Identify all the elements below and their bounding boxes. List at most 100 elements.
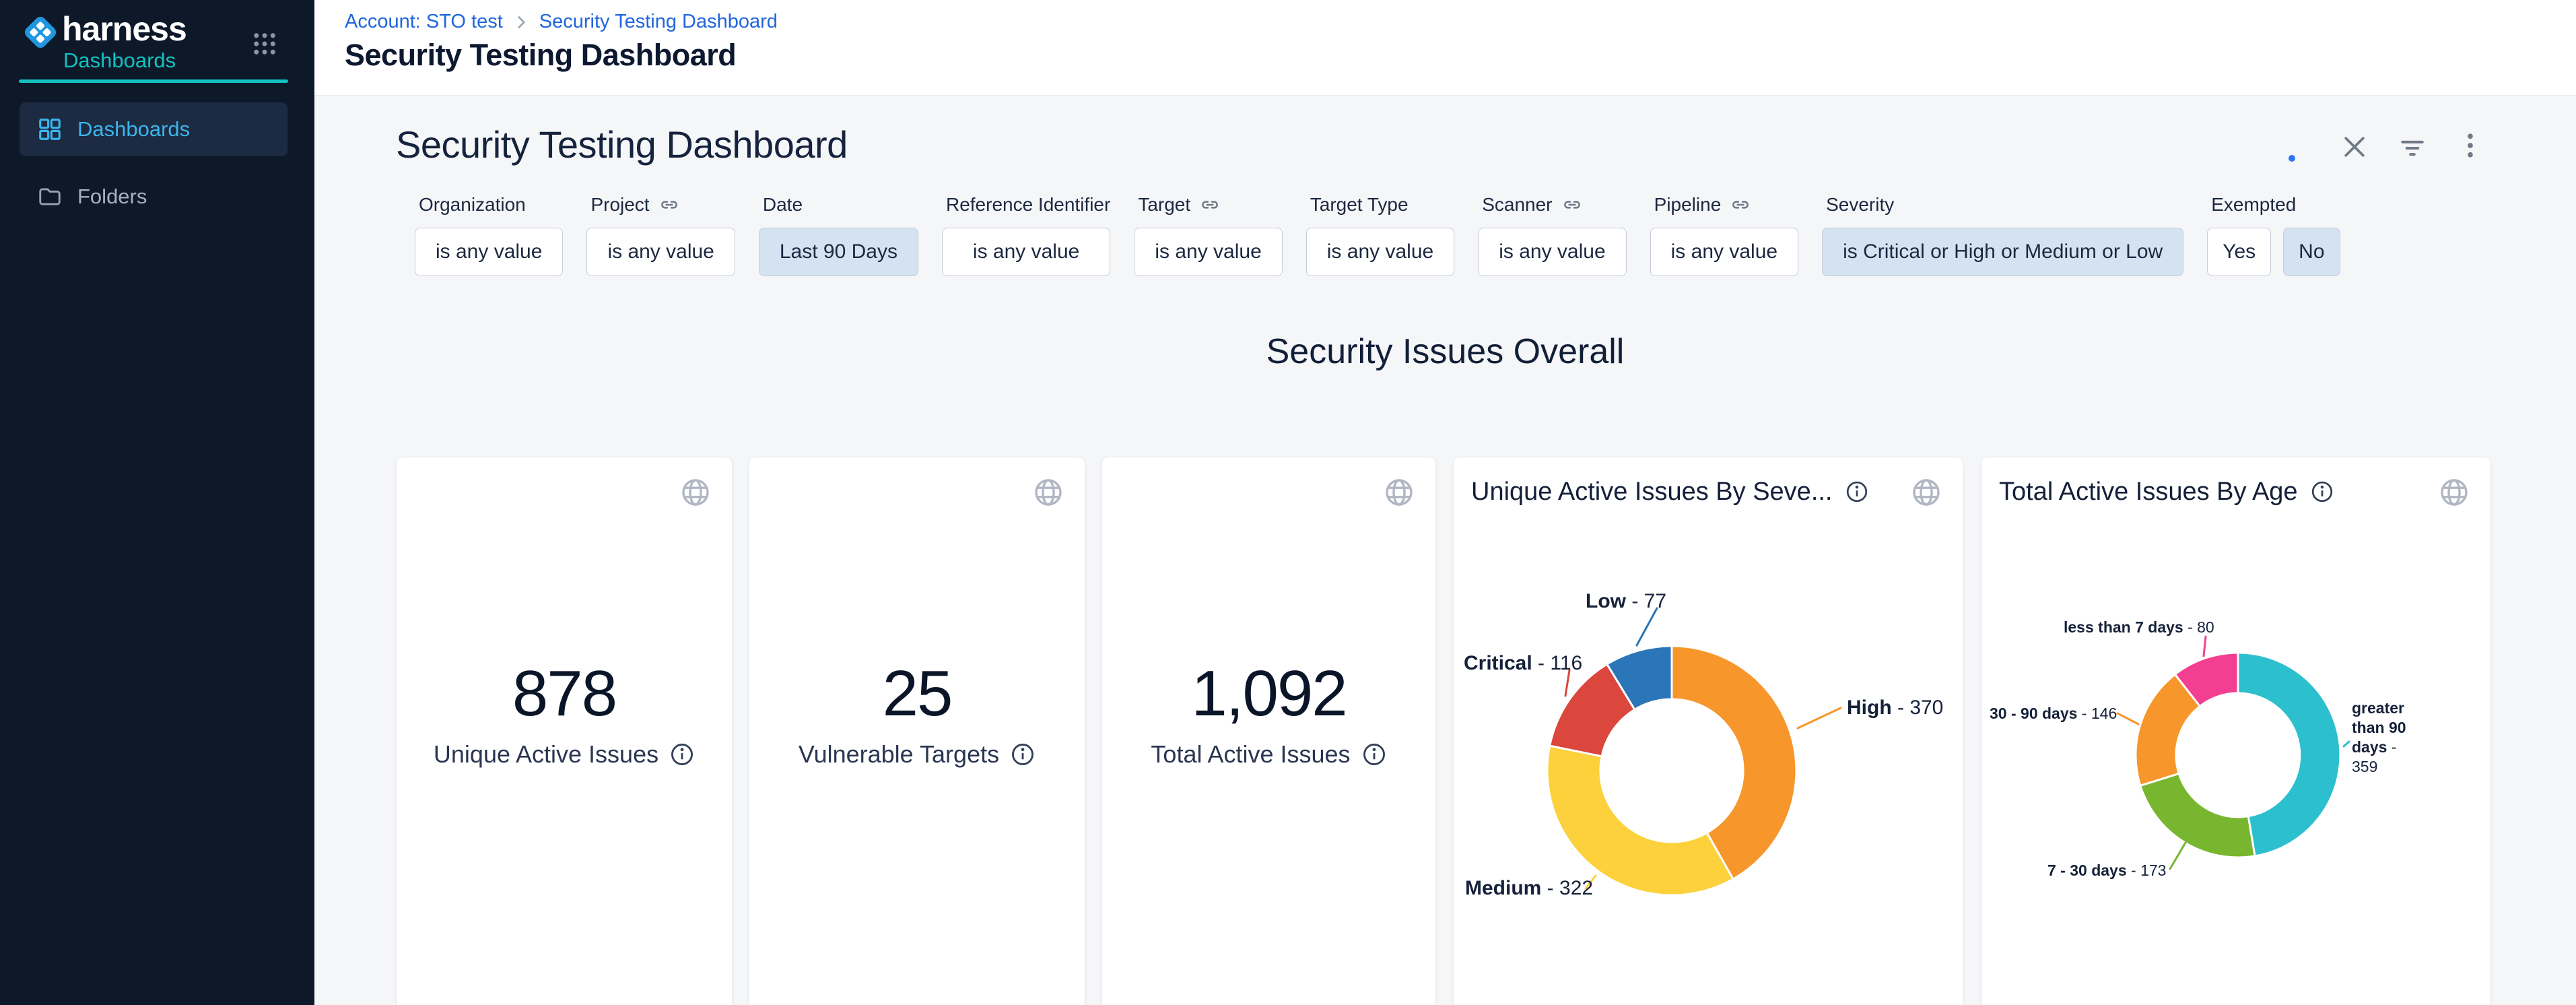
folder-icon xyxy=(39,188,61,205)
link-icon xyxy=(659,195,679,215)
callout-leader-greater-than-90-days xyxy=(2342,740,2350,748)
filter-label: Date xyxy=(762,194,803,215)
globe-icon[interactable] xyxy=(1383,476,1415,509)
more-options-button[interactable] xyxy=(2455,131,2485,160)
info-icon[interactable] xyxy=(1361,742,1387,767)
filter-organization: Organization is any value xyxy=(415,193,564,276)
info-icon[interactable] xyxy=(1845,480,1870,505)
callout-leader-medium xyxy=(1584,874,1597,890)
donut-chart-age: greater than 90 days - 359 7 - 30 days - … xyxy=(1981,457,2492,1005)
link-icon xyxy=(1562,195,1582,215)
donut-slice-less-than-7-days[interactable] xyxy=(2173,651,2239,708)
kebab-menu-icon xyxy=(2468,133,2473,158)
sidebar-item-folders[interactable]: Folders xyxy=(20,170,287,224)
filter-value-pipeline[interactable]: is any value xyxy=(1650,228,1799,276)
chart-callout-30-90-days: 30 - 90 days - 146 xyxy=(1990,705,2117,722)
chart-callout-greater-than-90-days: greater than 90 days - 359 xyxy=(2352,699,2406,775)
filter-value-scanner[interactable]: is any value xyxy=(1478,228,1627,276)
globe-icon[interactable] xyxy=(679,476,712,509)
stat-label: Unique Active Issues xyxy=(433,740,659,768)
info-icon[interactable] xyxy=(1010,742,1036,767)
stat-value: 25 xyxy=(882,657,953,730)
link-icon xyxy=(1200,195,1220,215)
filter-target-type: Target Type is any value xyxy=(1306,193,1455,276)
stat-card-unique-active-issues: 878 Unique Active Issues xyxy=(396,457,733,1005)
filter-value-target-type[interactable]: is any value xyxy=(1306,228,1455,276)
exempted-toggle: Yes No xyxy=(2207,228,2340,276)
breadcrumb-page-link[interactable]: Security Testing Dashboard xyxy=(539,11,778,32)
sidebar-item-label: Dashboards xyxy=(77,117,191,141)
chart-callout-7-30-days: 7 - 30 days - 173 xyxy=(2047,862,2167,879)
chart-title: Total Active Issues By Age xyxy=(1999,478,2298,506)
filter-scanner: Scanner is any value xyxy=(1478,193,1627,276)
filter-label: Project xyxy=(590,193,735,217)
cursor-dot xyxy=(2289,155,2295,162)
filter-label: Exempted xyxy=(2211,194,2297,215)
filter-label: Reference Identifier xyxy=(945,194,1111,215)
product-name: Dashboards xyxy=(63,48,176,72)
chart-callout-medium: Medium - 322 xyxy=(1465,877,1594,899)
callout-leader-low xyxy=(1635,607,1658,647)
filter-exempted: Exempted Yes No xyxy=(2207,193,2340,276)
filter-label: Pipeline xyxy=(1654,193,1798,217)
filters-row: Organization is any value Project is any va… xyxy=(415,193,2340,276)
chart-callout-critical: Critical - 116 xyxy=(1464,652,1583,674)
donut-slice-greater-than-90-days[interactable] xyxy=(2237,651,2342,857)
filter-severity: Severity is Critical or High or Medium or… xyxy=(1822,193,2184,276)
sidebar: harness Dashboards Dashboards Folders xyxy=(0,0,314,1005)
callout-leader-high xyxy=(1796,707,1842,730)
filter-icon xyxy=(2401,140,2424,156)
chart-title: Unique Active Issues By Seve... xyxy=(1471,478,1833,506)
stat-label: Total Active Issues xyxy=(1151,740,1351,768)
filter-project: Project is any value xyxy=(586,193,735,276)
dashboard-title: Security Testing Dashboard xyxy=(396,123,848,166)
filter-value-organization[interactable]: is any value xyxy=(415,228,564,276)
filter-value-date[interactable]: Last 90 Days xyxy=(758,228,918,276)
chevron-right-icon xyxy=(518,15,525,28)
topbar: Account: STO test Security Testing Dashb… xyxy=(314,0,2576,96)
stat-card-total-active-issues: 1,092 Total Active Issues xyxy=(1101,457,1436,1005)
breadcrumb-account-link[interactable]: Account: STO test xyxy=(345,11,503,32)
filter-label: Organization xyxy=(419,194,526,215)
filter-value-severity[interactable]: is Critical or High or Medium or Low xyxy=(1822,228,2184,276)
globe-icon[interactable] xyxy=(1910,476,1942,509)
close-icon xyxy=(2344,137,2365,157)
filter-reference-identifier: Reference Identifier is any value xyxy=(941,193,1111,276)
dashboard-content: Security Testing Dashboard Organization i… xyxy=(314,96,2576,1005)
dashboards-icon xyxy=(39,119,61,140)
chart-card-issues-by-age: Total Active Issues By Age greater than … xyxy=(1981,457,2491,1005)
section-title: Security Issues Overall xyxy=(1266,332,1625,371)
info-icon[interactable] xyxy=(2310,480,2336,505)
globe-icon[interactable] xyxy=(1032,476,1064,509)
chart-callout-high: High - 370 xyxy=(1847,696,1944,719)
filter-target: Target is any value xyxy=(1134,193,1283,276)
callout-leader-critical xyxy=(1564,669,1571,697)
filter-value-reference-identifier[interactable]: is any value xyxy=(941,228,1111,276)
sidebar-item-dashboards[interactable]: Dashboards xyxy=(20,102,287,156)
filter-value-project[interactable]: is any value xyxy=(586,228,735,276)
sidebar-item-label: Folders xyxy=(77,185,147,208)
donut-slice-high[interactable] xyxy=(1670,645,1798,881)
globe-icon[interactable] xyxy=(2438,476,2470,509)
exempted-yes-button[interactable]: Yes xyxy=(2207,228,2272,276)
filter-label: Target Type xyxy=(1310,194,1409,215)
info-icon[interactable] xyxy=(669,742,695,767)
filter-value-target[interactable]: is any value xyxy=(1134,228,1283,276)
filters-toggle-button[interactable] xyxy=(2398,133,2427,163)
donut-slice-7-30-days[interactable] xyxy=(2139,772,2256,859)
stat-card-vulnerable-targets: 25 Vulnerable Targets xyxy=(749,457,1085,1005)
donut-slice-medium[interactable] xyxy=(1546,744,1735,897)
filter-label: Target xyxy=(1138,193,1282,217)
module-grid-button[interactable] xyxy=(250,30,279,58)
filter-label: Severity xyxy=(1826,194,1895,215)
filter-label: Scanner xyxy=(1482,193,1626,217)
donut-chart-severity: High - 370 Medium - 322 Critical - 116 Low … xyxy=(1454,457,1964,1005)
close-button[interactable] xyxy=(2340,132,2369,162)
link-icon xyxy=(1730,195,1751,215)
exempted-no-button[interactable]: No xyxy=(2283,228,2340,276)
logo-text: harness xyxy=(62,10,187,48)
harness-logo-icon[interactable] xyxy=(20,12,61,53)
chart-callout-less-than-7-days: less than 7 days - 80 xyxy=(2064,618,2214,636)
page-title: Security Testing Dashboard xyxy=(345,38,737,72)
donut-slice-low[interactable] xyxy=(1605,645,1673,711)
